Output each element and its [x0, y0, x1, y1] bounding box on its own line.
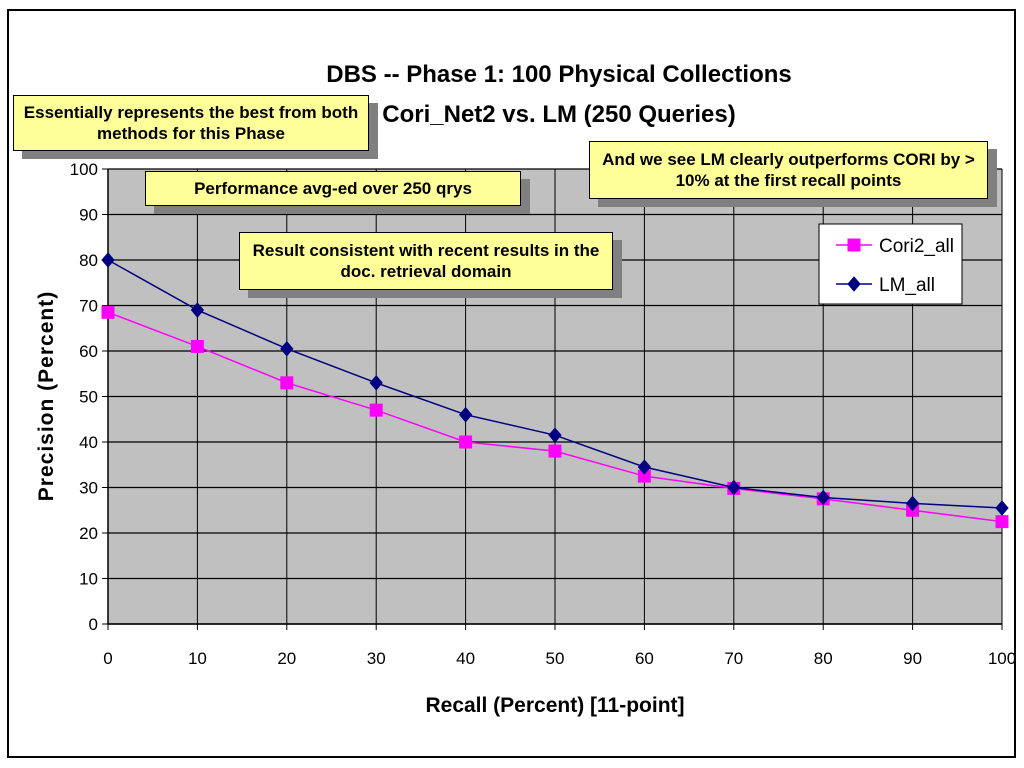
- x-tick-label: 100: [988, 649, 1016, 668]
- data-point: [548, 427, 562, 443]
- legend: Cori2_all LM_all: [818, 223, 963, 305]
- x-tick-label: 40: [456, 649, 475, 668]
- y-tick-label: 60: [79, 342, 98, 361]
- note-result-consistent: Result consistent with recent results in…: [239, 232, 613, 290]
- x-tick-label: 30: [367, 649, 386, 668]
- data-point: [101, 305, 115, 319]
- data-point: [905, 495, 920, 512]
- data-point: [459, 435, 473, 449]
- series-layer: [101, 252, 1009, 529]
- data-point: [280, 376, 294, 390]
- y-axis-label: Precision (Percent): [35, 291, 58, 501]
- data-point: [190, 302, 205, 318]
- y-tick-label: 30: [79, 479, 98, 498]
- x-tick-label: 70: [724, 649, 743, 668]
- legend-label: LM_all: [879, 275, 935, 296]
- data-point: [995, 500, 1009, 516]
- y-tick-label: 70: [79, 297, 98, 316]
- y-tick-label: 0: [89, 615, 98, 634]
- legend-label: Cori2_all: [879, 236, 954, 257]
- y-tick-label: 90: [79, 206, 98, 225]
- x-tick-label: 50: [546, 649, 565, 668]
- x-tick-label: 80: [814, 649, 833, 668]
- x-tick-label: 20: [277, 649, 296, 668]
- data-point: [816, 489, 830, 506]
- legend-marker: [847, 238, 861, 252]
- y-tick-label: 40: [79, 433, 98, 452]
- legend-marker: [847, 276, 861, 292]
- x-tick-label: 90: [903, 649, 922, 668]
- y-tick-label: 100: [70, 160, 98, 179]
- data-point: [369, 403, 383, 417]
- y-tick-label: 50: [79, 388, 98, 407]
- data-point: [637, 459, 652, 475]
- data-point: [727, 479, 741, 496]
- data-point: [458, 406, 473, 423]
- y-tick-label: 10: [79, 570, 98, 589]
- data-point: [280, 340, 294, 357]
- data-point: [369, 375, 383, 391]
- data-point: [190, 339, 204, 353]
- x-tick-label: 60: [635, 649, 654, 668]
- y-tick-label: 20: [79, 524, 98, 543]
- data-point: [548, 444, 562, 458]
- axis-ticks: 0 10 20 30 40 50 60 70 80 90 100 0 10 20 30 40 50 60 70 80 9…: [70, 160, 1017, 668]
- data-point: [101, 252, 115, 268]
- y-tick-label: 80: [79, 251, 98, 270]
- note-lm-outperforms: And we see LM clearly outperforms CORI b…: [589, 141, 988, 199]
- note-best-of-both: Essentially represents the best from bot…: [13, 95, 369, 151]
- chart-title-line-1: DBS -- Phase 1: 100 Physical Collections: [326, 61, 792, 88]
- x-tick-label: 0: [103, 649, 112, 668]
- data-point: [995, 515, 1009, 529]
- x-tick-label: 10: [188, 649, 207, 668]
- legend-box: [818, 223, 963, 305]
- x-axis-label: Recall (Percent) [11-point]: [425, 694, 684, 717]
- series-LM_all: [101, 252, 1009, 516]
- note-performance-avg: Performance avg-ed over 250 qrys: [145, 171, 521, 206]
- chart-title-line-2: Cori_Net2 vs. LM (250 Queries): [382, 101, 735, 128]
